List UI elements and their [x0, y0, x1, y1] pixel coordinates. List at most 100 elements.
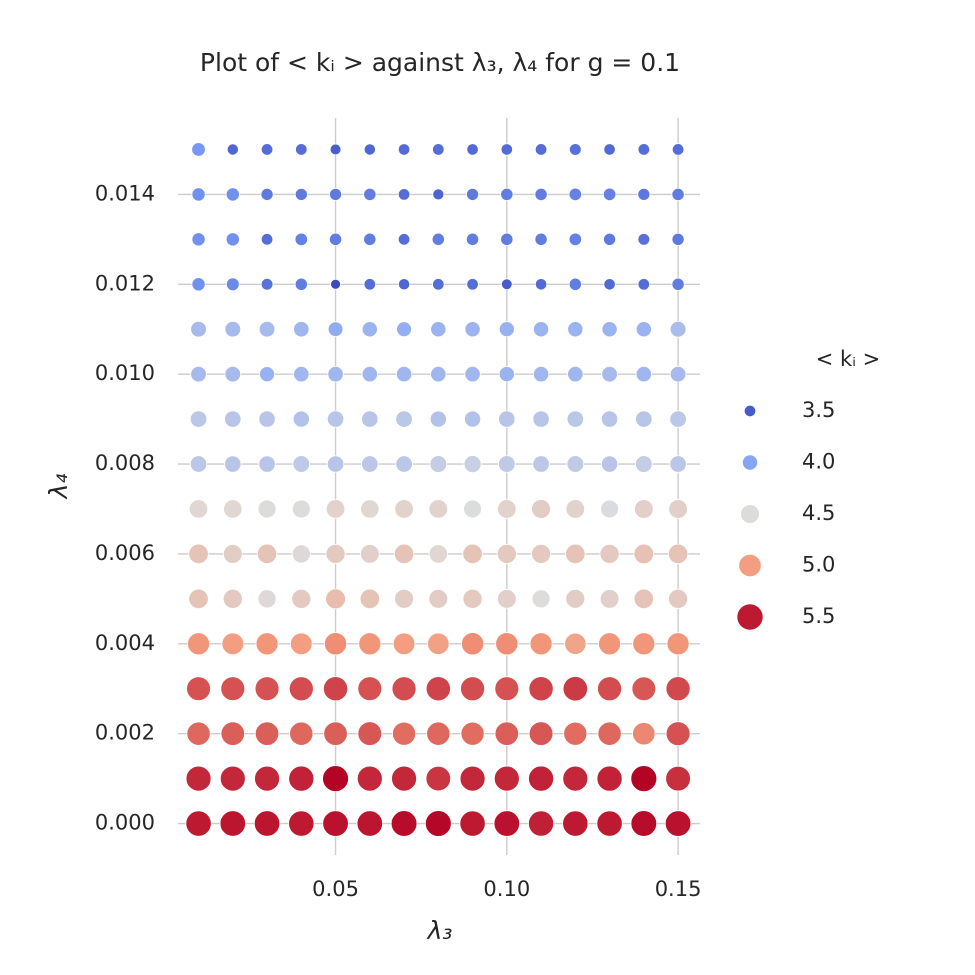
point — [322, 765, 349, 793]
point — [464, 410, 482, 428]
point — [565, 588, 586, 609]
point — [429, 455, 448, 473]
point — [260, 233, 274, 246]
point — [357, 721, 383, 746]
point — [669, 455, 687, 473]
point — [424, 810, 452, 837]
legend-label: 3.5 — [802, 398, 835, 422]
point — [568, 277, 582, 291]
point — [325, 499, 346, 519]
point — [185, 810, 212, 837]
point — [258, 455, 276, 473]
point — [363, 278, 377, 291]
point — [426, 721, 451, 746]
point — [222, 588, 243, 609]
point — [465, 232, 480, 246]
point — [459, 810, 486, 837]
point — [394, 588, 414, 609]
legend-label: 5.5 — [802, 604, 835, 628]
point — [528, 765, 555, 792]
legend-marker — [737, 604, 763, 630]
point — [363, 232, 377, 246]
legend-label: 5.0 — [802, 553, 835, 577]
point — [600, 410, 619, 428]
point — [185, 765, 212, 792]
point — [361, 455, 379, 473]
point — [668, 588, 689, 609]
point — [395, 366, 413, 383]
point — [495, 632, 519, 656]
point — [671, 232, 685, 246]
point — [666, 632, 690, 656]
point — [224, 365, 242, 383]
point — [188, 543, 209, 565]
point — [363, 187, 377, 201]
y-tick-label: 0.006 — [95, 541, 155, 565]
point — [532, 366, 550, 383]
point — [326, 455, 345, 473]
y-tick-label: 0.008 — [95, 451, 155, 475]
point — [671, 277, 685, 291]
point — [665, 765, 691, 792]
point — [220, 676, 246, 702]
point — [190, 320, 207, 338]
point — [225, 232, 240, 247]
point — [425, 676, 451, 702]
point — [397, 233, 411, 246]
point — [568, 232, 583, 247]
point — [497, 589, 517, 609]
point — [568, 187, 583, 202]
point — [260, 143, 274, 156]
point — [534, 187, 548, 201]
point — [327, 366, 344, 383]
y-axis-label: λ₄ — [44, 474, 73, 501]
point — [356, 765, 383, 792]
point — [428, 588, 449, 609]
point — [596, 810, 623, 837]
point — [432, 188, 445, 201]
point — [186, 721, 211, 746]
point — [357, 676, 383, 702]
point — [498, 366, 515, 383]
y-tick-label: 0.000 — [95, 811, 155, 835]
point — [632, 632, 656, 656]
point — [359, 588, 380, 610]
point — [191, 232, 206, 247]
point — [322, 810, 349, 837]
legend-label: 4.0 — [802, 450, 835, 474]
y-tick-label: 0.004 — [95, 631, 155, 655]
point — [669, 365, 687, 383]
point — [257, 499, 277, 519]
legend-marker — [740, 504, 760, 524]
point — [634, 455, 653, 473]
point — [361, 321, 378, 338]
point — [599, 543, 620, 564]
point — [432, 143, 445, 156]
point — [498, 410, 516, 428]
point — [529, 632, 553, 656]
point — [226, 143, 239, 156]
point — [564, 632, 587, 655]
point — [500, 187, 514, 201]
point — [329, 187, 343, 201]
point — [255, 632, 279, 656]
point — [191, 187, 206, 202]
point — [532, 410, 550, 428]
point — [665, 676, 691, 702]
point — [462, 588, 483, 609]
point — [220, 721, 245, 746]
point — [500, 143, 513, 156]
point — [363, 143, 376, 156]
point — [632, 722, 656, 746]
point — [293, 366, 310, 383]
point — [327, 321, 344, 337]
point — [531, 589, 551, 609]
point — [462, 543, 483, 565]
point — [466, 187, 480, 201]
point — [664, 810, 692, 837]
point — [259, 366, 276, 383]
point — [498, 455, 516, 473]
point — [603, 143, 616, 156]
point — [186, 676, 211, 702]
point — [428, 544, 448, 564]
